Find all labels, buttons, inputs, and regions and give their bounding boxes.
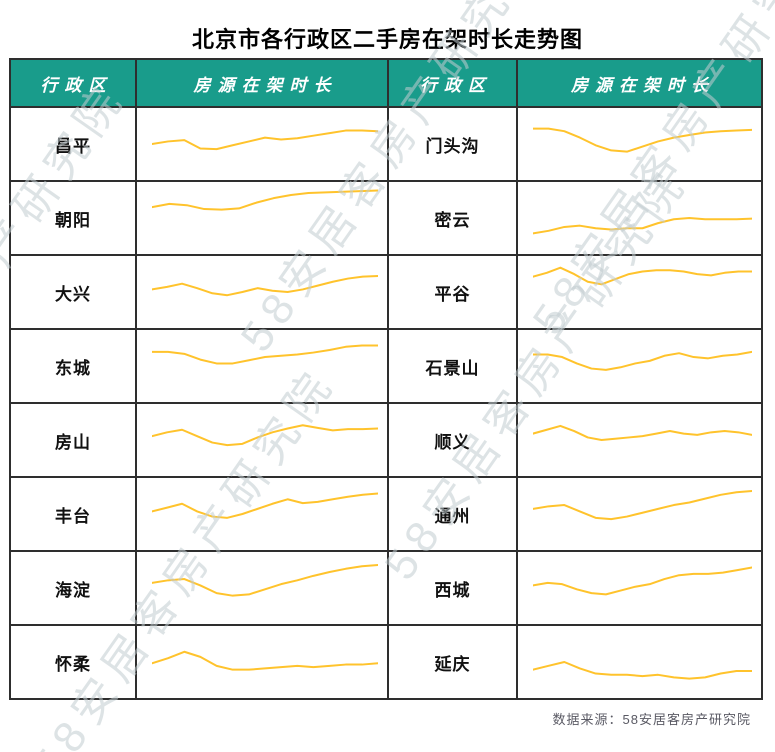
sparkline [152, 556, 378, 620]
sparkline [533, 408, 752, 472]
sparkline-cell [518, 330, 761, 402]
sparkline [152, 112, 378, 176]
column-header-district-right: 行政区 [389, 60, 516, 106]
sparkline [152, 334, 378, 398]
sparkline-cell [137, 404, 387, 476]
district-cell: 门头沟 [389, 108, 516, 180]
sparkline [152, 408, 378, 472]
sparkline-cell [518, 552, 761, 624]
sparkline [533, 630, 752, 694]
sparkline-cell [518, 404, 761, 476]
sparkline-cell [518, 108, 761, 180]
district-cell: 丰台 [11, 478, 135, 550]
sparkline [152, 186, 378, 250]
district-cell: 朝阳 [11, 182, 135, 254]
district-cell: 平谷 [389, 256, 516, 328]
district-cell: 东城 [11, 330, 135, 402]
data-source-note: 数据来源：58安居客房产研究院 [552, 712, 751, 727]
sparkline [152, 630, 378, 694]
sparkline-cell [137, 552, 387, 624]
sparkline [533, 186, 752, 250]
column-header-duration-right: 房源在架时长 [518, 60, 761, 106]
sparkline [533, 112, 752, 176]
sparkline-cell [518, 182, 761, 254]
sparkline-cell [518, 256, 761, 328]
district-cell: 怀柔 [11, 626, 135, 698]
sparkline-cell [137, 626, 387, 698]
sparkline-cell [137, 478, 387, 550]
sparkline-table: 行政区 房源在架时长 行政区 房源在架时长 昌平 门头沟朝阳 密云大兴 平谷东城 石景山… [9, 58, 763, 700]
column-header-duration-left: 房源在架时长 [137, 60, 387, 106]
sparkline [533, 556, 752, 620]
district-cell: 西城 [389, 552, 516, 624]
district-cell: 房山 [11, 404, 135, 476]
district-cell: 大兴 [11, 256, 135, 328]
sparkline-cell [137, 330, 387, 402]
sparkline-cell [137, 182, 387, 254]
district-cell: 顺义 [389, 404, 516, 476]
sparkline [152, 482, 378, 546]
district-cell: 通州 [389, 478, 516, 550]
sparkline-cell [137, 108, 387, 180]
sparkline [152, 260, 378, 324]
sparkline [533, 334, 752, 398]
sparkline-cell [518, 478, 761, 550]
sparkline-cell [518, 626, 761, 698]
district-cell: 密云 [389, 182, 516, 254]
sparkline-cell [137, 256, 387, 328]
district-cell: 海淀 [11, 552, 135, 624]
district-cell: 延庆 [389, 626, 516, 698]
sparkline [533, 482, 752, 546]
column-header-district-left: 行政区 [11, 60, 135, 106]
district-cell: 昌平 [11, 108, 135, 180]
sparkline [533, 260, 752, 324]
page-title: 北京市各行政区二手房在架时长走势图 [191, 26, 583, 52]
district-cell: 石景山 [389, 330, 516, 402]
